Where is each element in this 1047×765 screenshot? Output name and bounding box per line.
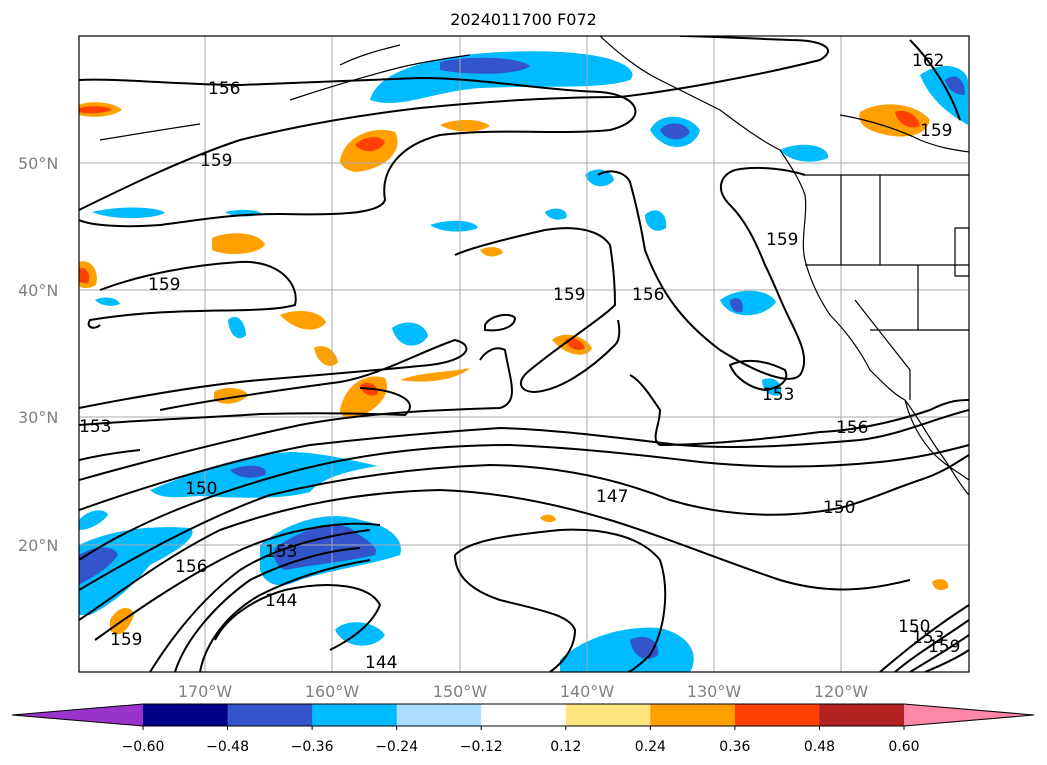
negative-shading (79, 51, 968, 672)
contour-label: 144 (265, 591, 297, 611)
contour-label: 162 (912, 51, 944, 71)
colorbar-extend-high (904, 704, 1034, 726)
colorbar-segment (143, 704, 229, 726)
contour-label: 147 (596, 487, 628, 507)
lon-label-130w: 130°W (687, 682, 742, 701)
height-contours (79, 36, 969, 672)
colorbar-extend-low (12, 704, 143, 726)
contour-label-group: 156 159 159 153 150 156 159 153 144 144 … (79, 51, 960, 673)
lat-label-40n: 40°N (18, 281, 58, 300)
colorbar-segment (734, 704, 820, 726)
colorbar-segment (650, 704, 736, 726)
colorbar-tick-label: 0.12 (550, 739, 581, 755)
colorbar-tick-label: 0.36 (719, 739, 750, 755)
longitude-labels: 170°W 160°W 150°W 140°W 130°W 120°W (178, 682, 869, 701)
contour-label: 150 (823, 498, 855, 518)
contour-label: 159 (920, 121, 952, 141)
colorbar-ticks: −0.60 −0.48 −0.36 −0.24 −0.12 0.12 0.24 0.36 0.4… (122, 726, 920, 755)
lon-label-150w: 150°W (433, 682, 488, 701)
colorbar-tick-label: −0.12 (460, 739, 503, 755)
contour-label: 159 (200, 151, 232, 171)
colorbar-tick-label: 0.48 (804, 739, 835, 755)
lon-label-170w: 170°W (178, 682, 233, 701)
contour-label: 159 (553, 285, 585, 305)
coastlines (99, 36, 969, 496)
lat-label-50n: 50°N (18, 154, 58, 173)
lon-label-140w: 140°W (560, 682, 615, 701)
contour-label: 144 (365, 653, 397, 673)
contour-label: 153 (79, 417, 111, 437)
contour-label: 156 (836, 418, 868, 438)
contour-label: 159 (110, 630, 142, 650)
contour-label: 156 (632, 285, 664, 305)
contour-label: 159 (148, 275, 180, 295)
colorbar-tick-label: −0.60 (122, 739, 165, 755)
positive-shading (79, 102, 949, 635)
lat-label-20n: 20°N (18, 536, 58, 555)
contour-label: 153 (762, 385, 794, 405)
chart-title: 2024011700 F072 (450, 10, 597, 29)
colorbar-segment (312, 704, 398, 726)
colorbar-tick-label: 0.60 (888, 739, 919, 755)
contour-label: 153 (265, 542, 297, 562)
colorbar (11, 703, 1035, 727)
contour-label: 150 (898, 617, 930, 637)
contour-label: 159 (928, 637, 960, 657)
colorbar-segment (819, 704, 905, 726)
colorbar-tick-label: 0.24 (635, 739, 666, 755)
contour-label: 156 (175, 557, 207, 577)
colorbar-tick-label: −0.24 (375, 739, 418, 755)
colorbar-tick-label: −0.36 (291, 739, 334, 755)
contour-label: 156 (208, 79, 240, 99)
colorbar-segment (481, 704, 567, 726)
contour-label: 150 (185, 479, 217, 499)
lon-label-120w: 120°W (814, 682, 869, 701)
contour-label: 159 (766, 230, 798, 250)
graticule (79, 36, 969, 672)
colorbar-segment (227, 704, 313, 726)
map-frame (78, 35, 970, 673)
colorbar-tick-label: −0.48 (206, 739, 249, 755)
lon-label-160w: 160°W (305, 682, 360, 701)
colorbar-segment (565, 704, 651, 726)
contour-label: 153 (912, 628, 944, 648)
latitude-labels: 50°N 40°N 30°N 20°N (18, 154, 58, 555)
map-background (79, 36, 969, 672)
lat-label-30n: 30°N (18, 408, 58, 427)
colorbar-segment (396, 704, 482, 726)
